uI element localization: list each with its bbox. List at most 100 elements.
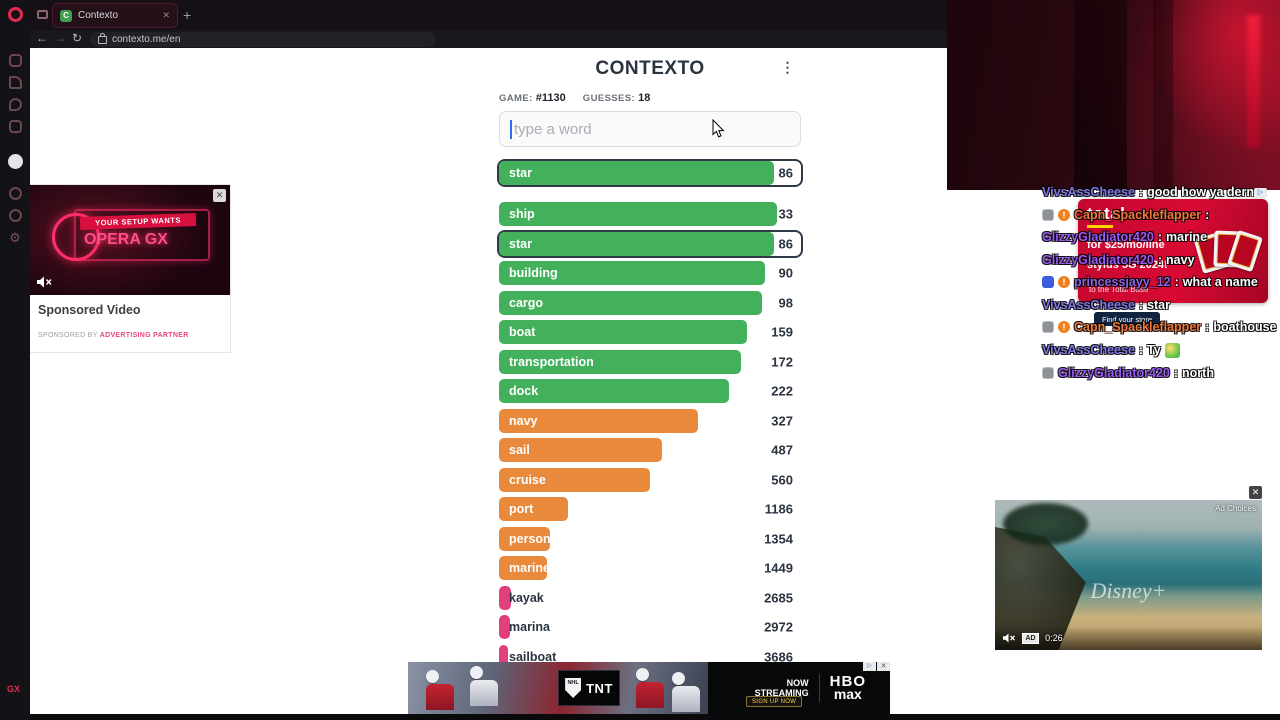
back-icon[interactable]: ← <box>36 31 48 45</box>
total-logo: total <box>1087 204 1125 228</box>
guess-rank: 222 <box>771 383 793 399</box>
advertising-partner-link[interactable]: ADVERTISING PARTNER <box>99 332 189 339</box>
guess-bar <box>499 290 762 315</box>
mute-icon[interactable] <box>37 276 53 288</box>
chat-username[interactable]: princessjayy_12 <box>1074 275 1171 289</box>
now-streaming-text: NOW STREAMING <box>755 678 809 698</box>
streaming-text: STREAMING <box>754 688 809 698</box>
reload-icon[interactable]: ↻ <box>72 31 83 45</box>
guess-word: building <box>509 266 558 280</box>
chat-username[interactable]: Capn_Spackleflapper <box>1074 320 1202 334</box>
guess-bar <box>499 379 729 403</box>
guess-bar <box>499 320 747 344</box>
chat-username[interactable]: VivsAssCheese <box>1042 185 1135 199</box>
mute-icon[interactable] <box>1003 633 1016 643</box>
hand-badge-icon <box>1042 367 1054 379</box>
url-field[interactable]: contexto.me/en <box>90 32 436 47</box>
room-shadow <box>1073 0 1127 190</box>
guess-rank: 2685 <box>764 590 793 605</box>
chat-username[interactable]: GlizzyGladiator420 <box>1042 230 1154 244</box>
messenger-icon[interactable] <box>8 98 22 111</box>
chat-username[interactable]: VivsAssCheese <box>1042 343 1135 357</box>
guess-word: boat <box>509 325 536 339</box>
chat-message: VivsAssCheese : star <box>1042 298 1276 312</box>
chat-separator: : <box>1157 230 1163 244</box>
nhl-hbo-banner-ad[interactable]: NHL TNT NOW STREAMING HBO max SIGN UP NO… <box>408 662 890 714</box>
guess-bar <box>499 526 551 551</box>
chat-username[interactable]: GlizzyGladiator420 <box>1058 366 1170 380</box>
adchoices-icon[interactable]: ▷ <box>863 662 876 671</box>
browser-sidebar: GX <box>0 0 30 720</box>
webcam-overlay <box>947 0 1280 190</box>
sign-up-button[interactable]: SIGN UP NOW <box>746 696 803 707</box>
chat-separator: : <box>1138 343 1144 357</box>
guess-bar <box>499 556 548 580</box>
chat-emote-icon <box>1164 342 1180 358</box>
chat-message: Capn_Spackleflapper : boathouse <box>1042 320 1277 334</box>
close-icon[interactable]: ✕ <box>1249 486 1262 499</box>
opera-gx-menu-icon[interactable] <box>8 7 23 22</box>
tab-close-icon[interactable]: ✕ <box>162 10 170 20</box>
guess-bar <box>499 497 569 521</box>
guess-word: cargo <box>509 295 544 310</box>
browser-tab[interactable]: C Contexto ✕ <box>52 3 178 28</box>
pinned-guess: star 86 <box>499 161 801 185</box>
room-shadow <box>1153 0 1174 190</box>
total-wireless-ad[interactable]: total for $25/mo/line stylus 5G 2024! to… <box>1078 199 1268 303</box>
guess-row: boat 159 <box>499 320 801 344</box>
tab-title: Contexto <box>78 10 119 21</box>
guess-word: ship <box>509 207 535 221</box>
menu-dots-icon[interactable]: ⋮ <box>780 59 795 75</box>
guess-word: person <box>509 531 551 546</box>
now-text: NOW <box>786 678 809 688</box>
guess-bar <box>499 261 765 285</box>
settings-icon[interactable] <box>8 231 22 245</box>
new-tab-button[interactable]: + <box>183 7 192 23</box>
chat-text: marine <box>1166 230 1208 244</box>
chat-separator: : <box>1205 320 1210 334</box>
sponsored-by-line: SPONSORED BY ADVERTISING PARTNER <box>38 332 222 339</box>
word-input[interactable] <box>500 112 800 146</box>
player-icon[interactable] <box>8 76 22 89</box>
chat-username[interactable]: VivsAssCheese <box>1042 297 1135 312</box>
chat-text: Ty <box>1147 343 1161 357</box>
word-input-box <box>499 111 801 147</box>
spaces-icon[interactable] <box>8 120 22 133</box>
speed-dial-icon[interactable] <box>8 54 22 67</box>
guess-bar <box>499 467 650 492</box>
adchoices-label[interactable]: Ad Choices <box>1215 504 1256 513</box>
chat-separator: : <box>1157 252 1163 267</box>
guess-word: marina <box>509 620 550 634</box>
find-store-button[interactable]: Find your store <box>1094 312 1161 326</box>
focus-icon[interactable] <box>8 187 22 200</box>
warn-badge-icon <box>1058 208 1070 221</box>
guess-word: dock <box>509 384 539 398</box>
forward-icon[interactable]: → <box>54 31 66 45</box>
chat-text: boathouse <box>1213 320 1277 334</box>
close-icon[interactable]: ✕ <box>877 662 890 671</box>
guess-word: cruise <box>509 472 546 487</box>
my-flow-icon[interactable] <box>7 154 23 169</box>
chat-text: star <box>1147 297 1170 312</box>
chat-username[interactable]: Capn_Spackleflapper <box>1074 207 1202 222</box>
adchoices-icon[interactable]: ▷ <box>1254 188 1267 198</box>
page-title: CONTEXTO ⋮ <box>499 58 801 80</box>
history-icon[interactable] <box>8 209 22 222</box>
chat-separator: : <box>1138 297 1144 312</box>
guess-row: dock 222 <box>499 379 801 403</box>
guess-row: port 1186 <box>499 497 801 521</box>
url-text: contexto.me/en <box>112 34 181 45</box>
opera-gx-neon-text: OPERA GX <box>84 231 168 248</box>
guesses-count: 18 <box>638 92 651 104</box>
close-icon[interactable]: ✕ <box>213 189 226 202</box>
disney-video-ad[interactable]: Disney+ Ad Choices AD 0:26 <box>995 500 1262 650</box>
guess-bar <box>499 585 512 610</box>
gx-control-icon[interactable]: GX <box>7 684 21 694</box>
guess-row: kayak 2685 <box>499 585 801 610</box>
guess-row: marine 1449 <box>499 556 801 580</box>
chat-username[interactable]: GlizzyGladiator420 <box>1042 252 1154 267</box>
guess-row: ship 33 <box>499 202 801 226</box>
guess-rank: 86 <box>778 165 793 181</box>
tab-tiling-icon[interactable] <box>37 10 48 19</box>
sponsored-video-ad[interactable]: YOUR SETUP WANTS OPERA GX ✕ Sponsored Vi… <box>30 185 230 352</box>
